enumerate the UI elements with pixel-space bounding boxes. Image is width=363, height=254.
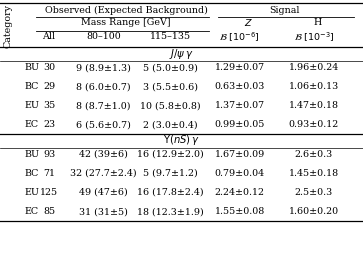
Text: Observed (Expected Background): Observed (Expected Background)	[45, 6, 208, 15]
Text: 0.99±0.05: 0.99±0.05	[215, 120, 265, 129]
Text: $\mathcal{B}\ [10^{-6}]$: $\mathcal{B}\ [10^{-6}]$	[219, 30, 260, 43]
Text: 1.06±0.13: 1.06±0.13	[289, 82, 339, 91]
Text: 1.96±0.24: 1.96±0.24	[289, 63, 339, 72]
Text: $\Upsilon(nS)\,\gamma$: $\Upsilon(nS)\,\gamma$	[163, 133, 200, 147]
Text: $Z$: $Z$	[244, 17, 253, 28]
Text: 1.55±0.08: 1.55±0.08	[215, 206, 265, 215]
Text: 115–135: 115–135	[150, 32, 191, 41]
Text: 1.29±0.07: 1.29±0.07	[215, 63, 265, 72]
Text: 30: 30	[43, 63, 55, 72]
Text: 80–100: 80–100	[86, 32, 121, 41]
Text: $\mathcal{B}\ [10^{-3}]$: $\mathcal{B}\ [10^{-3}]$	[294, 30, 334, 43]
Text: EC: EC	[25, 206, 39, 215]
Text: EU: EU	[25, 187, 40, 196]
Text: 42 (39±6): 42 (39±6)	[79, 149, 128, 158]
Text: Category: Category	[4, 4, 12, 48]
Text: 1.47±0.18: 1.47±0.18	[289, 101, 339, 110]
Text: 85: 85	[43, 206, 55, 215]
Text: 5 (5.0±0.9): 5 (5.0±0.9)	[143, 63, 198, 72]
Text: $J/\psi\,\gamma$: $J/\psi\,\gamma$	[169, 46, 194, 60]
Text: 1.67±0.09: 1.67±0.09	[215, 149, 265, 158]
Text: H: H	[314, 18, 322, 27]
Text: 35: 35	[43, 101, 55, 110]
Text: 31 (31±5): 31 (31±5)	[79, 206, 128, 215]
Text: 3 (5.5±0.6): 3 (5.5±0.6)	[143, 82, 198, 91]
Text: 93: 93	[43, 149, 55, 158]
Text: 9 (8.9±1.3): 9 (8.9±1.3)	[76, 63, 131, 72]
Text: 1.37±0.07: 1.37±0.07	[215, 101, 265, 110]
Text: 16 (17.8±2.4): 16 (17.8±2.4)	[137, 187, 204, 196]
Text: BU: BU	[25, 149, 40, 158]
Text: 18 (12.3±1.9): 18 (12.3±1.9)	[137, 206, 204, 215]
Text: 2.5±0.3: 2.5±0.3	[295, 187, 333, 196]
Text: 0.79±0.04: 0.79±0.04	[215, 168, 265, 177]
Text: 2.24±0.12: 2.24±0.12	[215, 187, 265, 196]
Text: 16 (12.9±2.0): 16 (12.9±2.0)	[137, 149, 204, 158]
Text: EU: EU	[25, 101, 40, 110]
Text: 71: 71	[43, 168, 55, 177]
Text: 2.6±0.3: 2.6±0.3	[295, 149, 333, 158]
Text: 0.93±0.12: 0.93±0.12	[289, 120, 339, 129]
Text: 49 (47±6): 49 (47±6)	[79, 187, 128, 196]
Text: BC: BC	[25, 168, 39, 177]
Text: Signal: Signal	[270, 6, 300, 15]
Text: 29: 29	[43, 82, 55, 91]
Text: EC: EC	[25, 120, 39, 129]
Text: 23: 23	[43, 120, 55, 129]
Text: 125: 125	[40, 187, 58, 196]
Text: Mass Range [GeV]: Mass Range [GeV]	[81, 18, 171, 27]
Text: All: All	[42, 32, 56, 41]
Text: 10 (5.8±0.8): 10 (5.8±0.8)	[140, 101, 201, 110]
Text: 6 (5.6±0.7): 6 (5.6±0.7)	[76, 120, 131, 129]
Text: BC: BC	[25, 82, 39, 91]
Text: 5 (9.7±1.2): 5 (9.7±1.2)	[143, 168, 198, 177]
Text: 8 (6.0±0.7): 8 (6.0±0.7)	[76, 82, 131, 91]
Text: 32 (27.7±2.4): 32 (27.7±2.4)	[70, 168, 137, 177]
Text: BU: BU	[25, 63, 40, 72]
Text: 2 (3.0±0.4): 2 (3.0±0.4)	[143, 120, 198, 129]
Text: 1.60±0.20: 1.60±0.20	[289, 206, 339, 215]
Text: 1.45±0.18: 1.45±0.18	[289, 168, 339, 177]
Text: 0.63±0.03: 0.63±0.03	[215, 82, 265, 91]
Text: 8 (8.7±1.0): 8 (8.7±1.0)	[76, 101, 131, 110]
